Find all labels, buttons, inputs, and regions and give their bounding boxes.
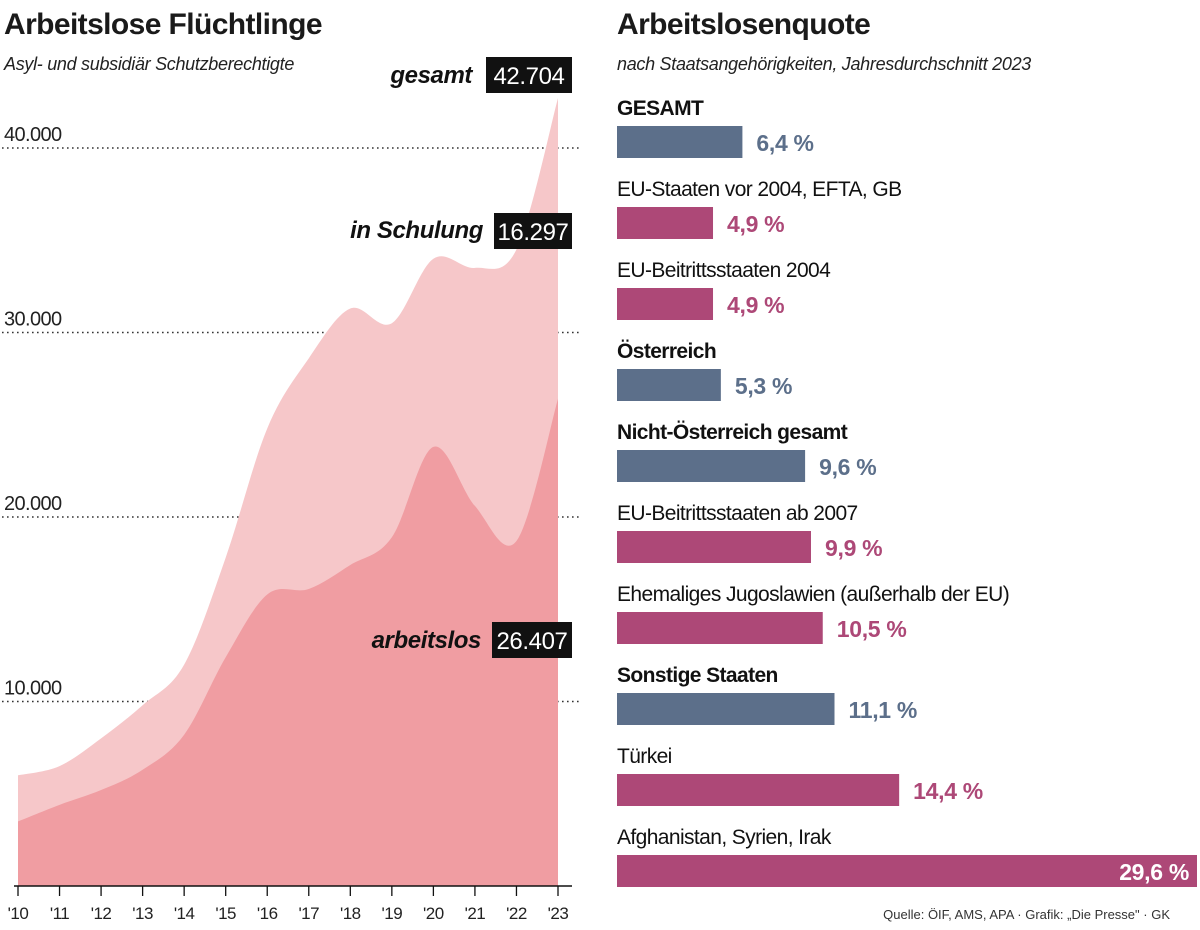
source-credit: Quelle: ÖIF, AMS, APA · Grafik: „Die Pre…: [883, 907, 1170, 922]
y-tick-label: 40.000: [4, 124, 62, 146]
bar-value-label: 6,4 %: [756, 130, 813, 156]
left-chart-title: Arbeitslose Flüchtlinge: [4, 8, 323, 41]
callout-arbeitslos-box: [492, 622, 572, 658]
callout-gesamt-value: 42.704: [493, 63, 564, 90]
callout-schulung-label: in Schulung: [350, 217, 484, 244]
callout-schulung-value: 16.297: [497, 219, 568, 246]
bar-category-label: GESAMT: [617, 97, 704, 120]
bar-category-label: EU-Staaten vor 2004, EFTA, GB: [617, 178, 902, 201]
callout-arbeitslos-label: arbeitslos: [372, 627, 481, 654]
x-tick-label: '16: [257, 904, 278, 923]
area-series-arbeitslos: [18, 398, 558, 886]
x-tick-label: '12: [91, 904, 112, 923]
bar-value-label: 5,3 %: [735, 373, 792, 399]
callout-gesamt-box: [486, 57, 572, 93]
bar: [617, 855, 1197, 887]
bar-value-label: 29,6 %: [1119, 859, 1189, 885]
callout-gesamt: gesamt 42.704: [389, 57, 572, 93]
bar: [617, 693, 835, 725]
y-tick-label: 10.000: [4, 678, 62, 700]
x-tick-label: '21: [465, 904, 486, 923]
x-tick-label: '13: [132, 904, 153, 923]
bar-value-label: 14,4 %: [913, 778, 983, 804]
bar: [617, 288, 714, 320]
left-chart-subtitle: Asyl- und subsidiär Schutzberechtigte: [4, 54, 295, 74]
bar: [617, 369, 721, 401]
x-tick-label: '14: [174, 904, 195, 923]
y-tick-label: 30.000: [4, 309, 62, 331]
x-tick-label: '20: [423, 904, 444, 923]
x-tick-label: '23: [548, 904, 569, 923]
x-tick-label: '19: [382, 904, 403, 923]
bar-category-label: Sonstige Staaten: [617, 664, 778, 687]
bar: [617, 612, 823, 644]
bar-category-label: Ehemaliges Jugoslawien (außerhalb der EU…: [617, 583, 1009, 606]
x-tick-label: '15: [215, 904, 236, 923]
bar-value-label: 4,9 %: [727, 292, 784, 318]
bar-category-label: Nicht-Österreich gesamt: [617, 421, 848, 444]
bar-value-label: 11,1 %: [849, 697, 918, 723]
x-tick-label: '18: [340, 904, 361, 923]
y-tick-label: 20.000: [4, 493, 62, 515]
bar-value-label: 4,9 %: [727, 211, 784, 237]
bar-category-label: Österreich: [617, 340, 716, 363]
bar-category-label: EU-Beitrittsstaaten 2004: [617, 259, 831, 282]
bar: [617, 126, 743, 158]
callout-arbeitslos-value: 26.407: [496, 628, 567, 655]
x-tick-label: '11: [50, 904, 69, 923]
callout-schulung-box: [494, 213, 572, 249]
bar: [617, 531, 811, 563]
callout-gesamt-label: gesamt: [389, 62, 473, 89]
bar-category-label: EU-Beitrittsstaaten ab 2007: [617, 502, 858, 525]
bar-category-label: Afghanistan, Syrien, Irak: [617, 826, 832, 849]
x-tick-label: '22: [506, 904, 527, 923]
x-tick-label: '10: [8, 904, 29, 923]
bar: [617, 774, 900, 806]
bar-value-label: 9,9 %: [825, 535, 882, 561]
bar-value-label: 9,6 %: [819, 454, 876, 480]
x-tick-label: '17: [298, 904, 319, 923]
bar: [617, 450, 806, 482]
bar-value-label: 10,5 %: [837, 616, 907, 642]
bar-chart: GESAMT 6,4 % EU-Staaten vor 2004, EFTA, GB…: [617, 97, 1197, 887]
area-chart: 10.000 20.000 30.000 40.000 '10 '11 '12 '13 '14…: [2, 57, 582, 923]
callout-arbeitslos: arbeitslos 26.407: [372, 622, 572, 658]
callout-schulung: in Schulung 16.297: [350, 213, 572, 249]
right-chart-title: Arbeitslosenquote: [617, 8, 871, 41]
right-chart-subtitle: nach Staatsangehörigkeiten, Jahresdurchs…: [617, 54, 1031, 74]
bar-category-label: Türkei: [617, 745, 672, 768]
bar: [617, 207, 714, 239]
